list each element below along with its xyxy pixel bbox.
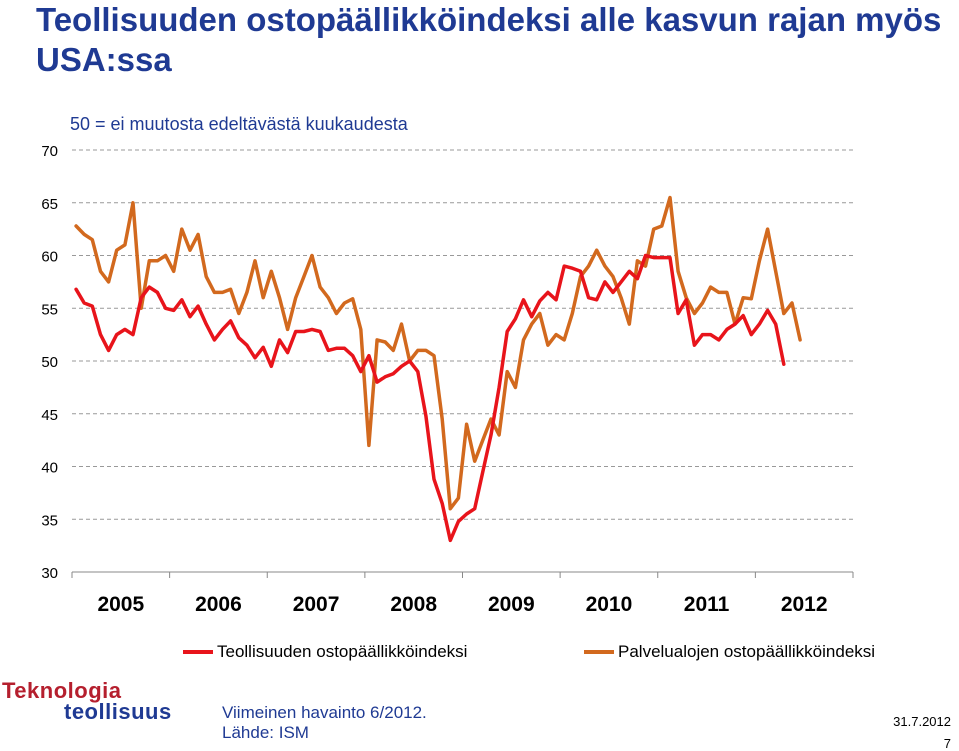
logo-text-teknologia: Teknologia (2, 678, 122, 703)
page-number: 7 (943, 736, 951, 751)
y-tick-label: 45 (41, 407, 58, 424)
y-tick-label: 60 (41, 249, 58, 266)
x-tick-label: 2012 (781, 593, 828, 616)
legend-item-series-2: Palvelualojen ostopäällikköindeksi (584, 642, 875, 662)
series-line-1 (74, 253, 786, 543)
logo-text-teollisuus: teollisuus (64, 699, 172, 724)
x-tick-label: 2005 (97, 593, 144, 616)
y-tick-label: 70 (41, 143, 58, 160)
x-tick-label: 2011 (684, 593, 730, 616)
x-tick-label: 2006 (195, 593, 242, 616)
x-tick-label: 2008 (390, 593, 437, 616)
page-title: Teollisuuden ostopäällikköindeksi alle k… (36, 1, 942, 78)
chart-subtitle: 50 = ei muutosta edeltävästä kuukaudesta (70, 114, 408, 134)
x-tick-label: 2010 (586, 593, 633, 616)
x-tick-label: 2007 (293, 593, 340, 616)
legend-swatch-series-2 (584, 650, 614, 654)
footnote: Viimeinen havainto 6/2012. Lähde: ISM (222, 703, 427, 743)
legend-label-series-1: Teollisuuden ostopäällikköindeksi (217, 642, 468, 661)
y-tick-label: 65 (41, 196, 58, 213)
legend-item-series-1: Teollisuuden ostopäällikköindeksi (183, 642, 467, 662)
line-chart: 30 35 40 45 50 55 60 65 70 2005 2006 2007 2008 2009 20… (41, 143, 854, 616)
series-line-2 (74, 195, 802, 511)
y-tick-label: 55 (41, 301, 58, 318)
y-tick-label: 40 (41, 460, 58, 477)
y-tick-label: 30 (41, 565, 58, 582)
footnote-last-observation: Viimeinen havainto 6/2012. (222, 703, 427, 722)
y-tick-label: 50 (41, 354, 58, 371)
footnote-source: Lähde: ISM (222, 723, 309, 742)
company-logo: Teknologia teollisuus (2, 678, 172, 724)
y-tick-label: 35 (41, 512, 58, 529)
legend-swatch-series-1 (183, 650, 213, 654)
x-tick-label: 2009 (488, 593, 535, 616)
slide-date: 31.7.2012 (893, 714, 951, 729)
legend-label-series-2: Palvelualojen ostopäällikköindeksi (618, 642, 876, 661)
